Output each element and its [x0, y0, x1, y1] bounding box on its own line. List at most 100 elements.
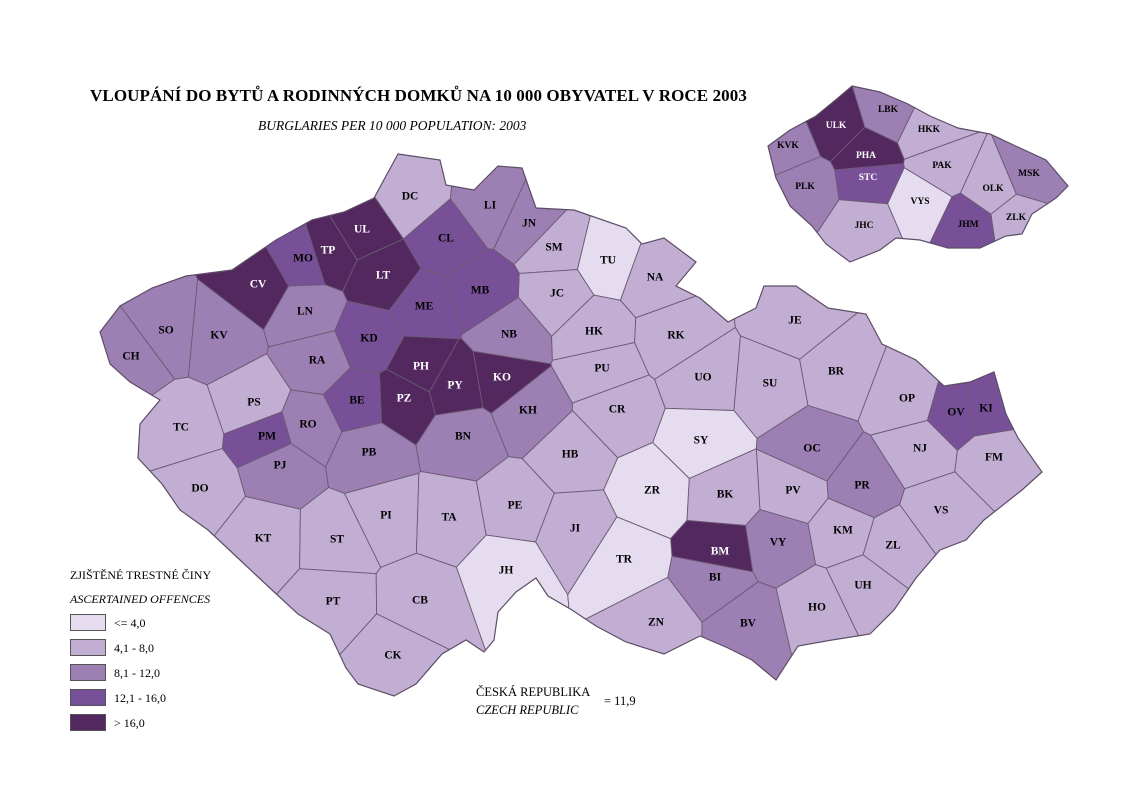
district-label: VS [934, 505, 949, 517]
region-label: LBK [878, 105, 899, 115]
district-label: NA [647, 272, 664, 284]
district-label: DC [402, 191, 419, 203]
district-label: RO [299, 419, 316, 431]
district-label: BR [828, 366, 845, 378]
district-label: KD [360, 333, 377, 345]
region-label: ZLK [1006, 213, 1027, 223]
region-plk [768, 156, 840, 262]
district-label: SY [694, 435, 709, 447]
district-label: CB [412, 595, 428, 607]
district-label: TR [616, 554, 633, 566]
region-label: VYS [910, 197, 929, 207]
district-label: JH [499, 565, 514, 577]
region-label: HKK [918, 125, 941, 135]
legend-item: 8,1 - 12,0 [70, 664, 330, 682]
legend-label: 4,1 - 8,0 [114, 641, 154, 655]
district-uh [825, 554, 1042, 696]
country-outline [99, 153, 1043, 697]
region-label: PAK [932, 161, 952, 171]
district-label: HB [562, 449, 579, 461]
district-label: VY [770, 537, 787, 549]
district-label: BI [709, 572, 722, 584]
district-label: HK [585, 326, 603, 338]
district-label: NJ [913, 443, 927, 455]
national-name-cz: ČESKÁ REPUBLIKA [476, 685, 591, 699]
map-subtitle: BURGLARIES PER 10 000 POPULATION: 2003 [258, 118, 527, 133]
district-label: PM [258, 431, 276, 443]
legend-swatch [70, 614, 106, 631]
legend-swatch [70, 639, 106, 656]
district-label: PU [594, 363, 610, 375]
legend-swatch [70, 664, 106, 681]
national-name-en: CZECH REPUBLIC [476, 703, 579, 717]
district-label: KV [210, 330, 228, 342]
map-title: VLOUPÁNÍ DO BYTŮ A RODINNÝCH DOMKŮ NA 10… [90, 86, 747, 105]
district-label: DO [191, 483, 208, 495]
district-label: KI [979, 403, 993, 415]
district-label: MO [293, 253, 313, 265]
region-zlk [990, 193, 1068, 262]
district-label: JN [522, 218, 537, 230]
district-na [619, 154, 775, 319]
district-label: PJ [274, 460, 287, 472]
district-label: ST [330, 534, 344, 546]
district-label: BK [717, 489, 734, 501]
district-label: CL [438, 233, 454, 245]
region-label: PHA [856, 151, 876, 161]
district-label: OV [947, 407, 965, 419]
district-label: PR [854, 480, 870, 492]
district-label: ME [415, 301, 434, 313]
district-label: RA [309, 355, 326, 367]
legend-item: > 16,0 [70, 714, 330, 732]
district-label: CR [609, 404, 626, 416]
region-label: KVK [777, 141, 799, 151]
district-label: KO [493, 372, 511, 384]
region-label: OLK [982, 184, 1004, 194]
district-label: ZL [885, 540, 901, 552]
district-label: PE [508, 500, 523, 512]
district-label: FM [985, 452, 1003, 464]
district-label: CH [122, 351, 139, 363]
district-label: BV [740, 618, 757, 630]
region-label: JHM [957, 220, 978, 230]
district-label: MB [471, 285, 490, 297]
district-label: PT [326, 596, 341, 608]
region-label: PLK [795, 182, 815, 192]
region-inset-map: LBK ULK HKK KVK PHA STC PAK MSK PLK OLK VYS ZLK JHC J… [767, 85, 1069, 263]
district-label: KM [833, 525, 853, 537]
district-label: ZR [644, 485, 661, 497]
region-label: JHC [855, 221, 874, 231]
district-label: BE [349, 395, 365, 407]
legend-label: > 16,0 [114, 716, 145, 730]
legend-label: 8,1 - 12,0 [114, 666, 160, 680]
region-label: ULK [826, 121, 847, 131]
district-label: OC [803, 443, 820, 455]
district-label: TU [600, 255, 617, 267]
district-vs [899, 471, 1042, 696]
legend-item: 4,1 - 8,0 [70, 639, 330, 657]
legend-label: 12,1 - 16,0 [114, 691, 166, 705]
district-label: PI [380, 510, 392, 522]
legend-swatch [70, 714, 106, 731]
legend-subtitle: ASCERTAINED OFFENCES [70, 592, 211, 606]
district-label: BM [711, 546, 730, 558]
district-label: PS [247, 397, 260, 409]
district-label: LN [297, 306, 314, 318]
district-label: HO [808, 602, 826, 614]
district-label: ZN [648, 617, 665, 629]
district-label: SO [158, 325, 173, 337]
region-label: MSK [1018, 169, 1040, 179]
legend-swatch [70, 689, 106, 706]
district-label: TC [173, 422, 189, 434]
legend-item: 12,1 - 16,0 [70, 689, 330, 707]
district-label: CV [250, 279, 267, 291]
district-label: KH [519, 405, 537, 417]
district-label: TA [441, 512, 457, 524]
district-label: KT [255, 533, 272, 545]
district-label: SM [545, 242, 562, 254]
district-label: PV [785, 485, 801, 497]
district-label: PZ [397, 393, 412, 405]
region-label: STC [859, 173, 878, 183]
district-label: LT [376, 270, 391, 282]
